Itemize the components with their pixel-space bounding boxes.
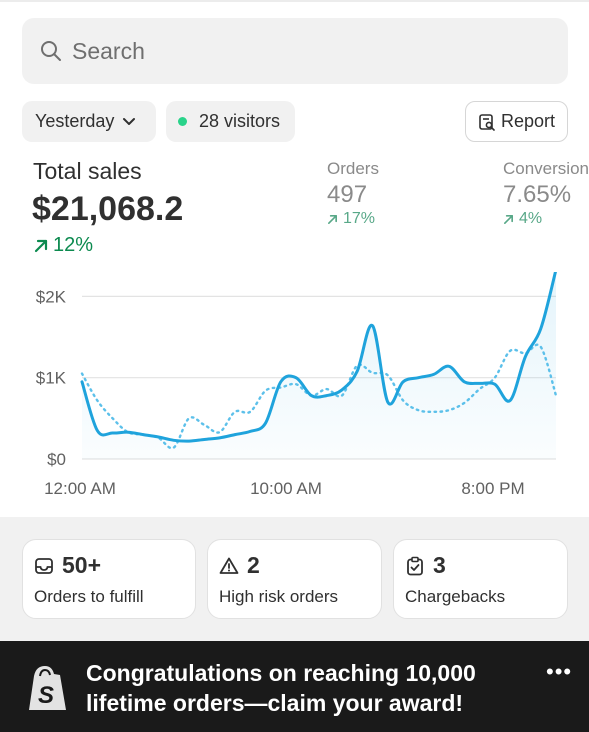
search-icon [41,41,61,61]
search-input[interactable]: Search [72,37,145,64]
more-options-icon[interactable]: ••• [546,659,573,684]
visitors-label: 28 visitors [199,111,281,131]
live-visitors-button[interactable]: 28 visitors [166,101,295,142]
conversion-change-value: 4% [519,210,543,227]
conversion-metric-label[interactable]: Conversion [503,159,589,178]
dashboard-panel: Search Yesterday 28 visitors Report Tota… [0,0,589,512]
notification-banner[interactable]: S Congratulations on reaching 10,000 lif… [0,641,589,732]
orders-to-fulfill-card[interactable]: 50+ Orders to fulfill [22,539,196,619]
total-sales-change: 12% [33,234,93,257]
arrow-up-right-icon [34,239,48,252]
arrow-up-right-icon [504,214,513,224]
solid-series-area [82,272,556,459]
high-risk-orders-count: 2 [247,552,260,578]
chargebacks-count: 3 [433,552,446,578]
chevron-down-icon [123,117,136,125]
y-axis-labels: $0 $1K $2K [36,287,67,469]
orders-change-value: 17% [343,210,376,227]
high-risk-orders-label: High risk orders [219,587,339,606]
sales-line-chart[interactable]: $0 $1K $2K 12:00 AM 10:00 AM 8:00 PM [0,272,589,512]
conversion-metric-value: 7.65% [503,181,572,208]
date-range-dropdown[interactable]: Yesterday [22,101,156,142]
x-tick-label: 8:00 PM [461,479,524,498]
solid-series-line [80,272,557,443]
alert-triangle-icon [219,557,239,574]
report-button[interactable]: Report [465,101,568,142]
date-range-label: Yesterday [35,111,115,131]
x-tick-label: 12:00 AM [44,479,116,498]
conversion-metric-change: 4% [503,210,542,228]
chargebacks-card[interactable]: 3 Chargebacks [393,539,568,619]
total-sales-change-value: 12% [53,234,94,256]
orders-to-fulfill-count: 50+ [62,552,102,578]
total-sales-value: $21,068.2 [32,190,184,228]
arrow-up-right-icon [328,214,337,224]
report-label: Report [500,111,556,131]
clipboard-check-icon [407,556,423,575]
total-sales-label: Total sales [33,158,142,184]
action-cards-section: 50+ Orders to fulfill 2 High risk orders… [0,517,589,641]
y-tick-label: $0 [47,450,66,469]
shopify-bag-icon: S [29,666,66,710]
inbox-icon [35,557,53,574]
chargebacks-label: Chargebacks [405,587,506,606]
orders-to-fulfill-label: Orders to fulfill [34,587,144,606]
orders-metric-label[interactable]: Orders [327,159,379,178]
y-tick-label: $1K [36,369,67,388]
x-tick-label: 10:00 AM [250,479,322,498]
banner-message: Congratulations on reaching 10,000 lifet… [86,660,476,716]
search-bar[interactable]: Search [22,18,568,84]
y-tick-label: $2K [36,287,67,306]
svg-text:S: S [38,682,54,709]
orders-metric-change: 17% [327,210,375,228]
online-dot-icon [178,117,187,126]
x-axis-labels: 12:00 AM 10:00 AM 8:00 PM [44,479,525,498]
high-risk-orders-card[interactable]: 2 High risk orders [207,539,382,619]
report-icon [479,113,495,131]
orders-metric-value: 497 [327,181,368,208]
